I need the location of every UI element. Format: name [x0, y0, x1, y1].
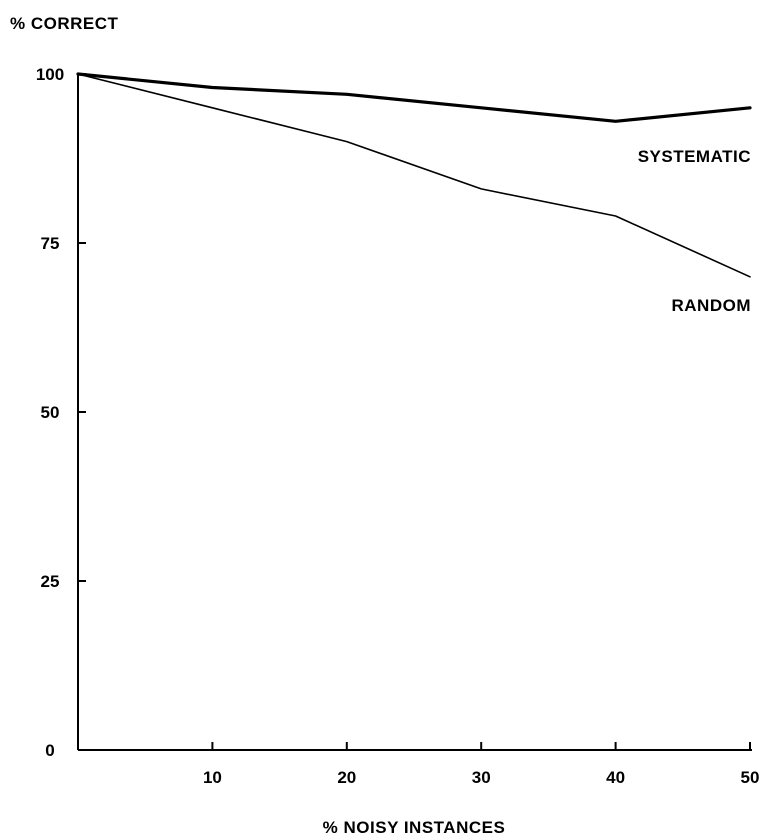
- series-label-random: RANDOM: [672, 296, 752, 315]
- x-tick-label: 20: [337, 768, 356, 787]
- x-tick-label: 50: [741, 768, 760, 787]
- y-tick-label: 0: [45, 741, 54, 760]
- y-tick-label: 25: [41, 572, 60, 591]
- x-ticks: 10 20 30 40 50: [203, 742, 760, 787]
- x-tick-label: 40: [606, 768, 625, 787]
- y-tick-label: 50: [41, 403, 60, 422]
- series-line-systematic: [76, 72, 752, 123]
- y-tick-label: 75: [41, 234, 60, 253]
- series-line-random: [77, 73, 751, 278]
- series-lines: [76, 72, 752, 278]
- y-tick-label: 100: [36, 65, 64, 84]
- x-tick-label: 30: [472, 768, 491, 787]
- y-ticks: 0 25 50 75 100: [36, 65, 86, 760]
- x-axis-title: % NOISY INSTANCES: [323, 818, 506, 837]
- y-axis-title: % CORRECT: [10, 14, 119, 33]
- series-label-systematic: SYSTEMATIC: [638, 147, 751, 166]
- x-tick-label: 10: [203, 768, 222, 787]
